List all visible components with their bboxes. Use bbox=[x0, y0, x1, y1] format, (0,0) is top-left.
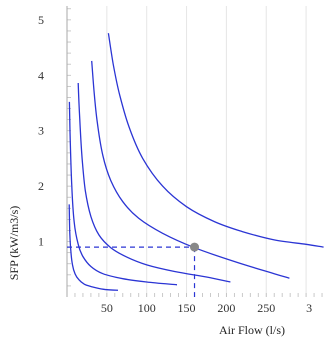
fan-curve bbox=[91, 60, 290, 279]
fan-curve bbox=[77, 82, 231, 283]
x-tick-label: 250 bbox=[257, 301, 275, 315]
y-tick-label: 4 bbox=[38, 68, 44, 82]
curves bbox=[68, 33, 324, 291]
x-tick-label: 50 bbox=[101, 301, 113, 315]
x-tick-label: 200 bbox=[217, 301, 235, 315]
operating-point[interactable] bbox=[190, 242, 200, 252]
y-axis-title: SFP (kW/m3/s) bbox=[7, 206, 21, 281]
x-axis-title: Air Flow (l/s) bbox=[219, 323, 285, 337]
fan-curve bbox=[68, 204, 119, 291]
x-tick-label: 3 bbox=[306, 301, 312, 315]
y-tick-label: 2 bbox=[38, 179, 44, 193]
grid-lines bbox=[106, 6, 307, 297]
minor-ticks bbox=[67, 8, 323, 297]
x-tick-labels: 50 100 150 200 250 3 bbox=[101, 301, 312, 315]
fan-curve bbox=[107, 33, 324, 248]
y-tick-label: 5 bbox=[38, 13, 44, 27]
reference-lines bbox=[67, 242, 200, 297]
x-tick-label: 100 bbox=[138, 301, 156, 315]
y-tick-label: 1 bbox=[38, 235, 44, 249]
y-tick-labels: 1 2 3 4 5 bbox=[38, 13, 44, 249]
x-tick-label: 150 bbox=[178, 301, 196, 315]
y-tick-label: 3 bbox=[38, 124, 44, 138]
fan-curve bbox=[68, 101, 178, 286]
